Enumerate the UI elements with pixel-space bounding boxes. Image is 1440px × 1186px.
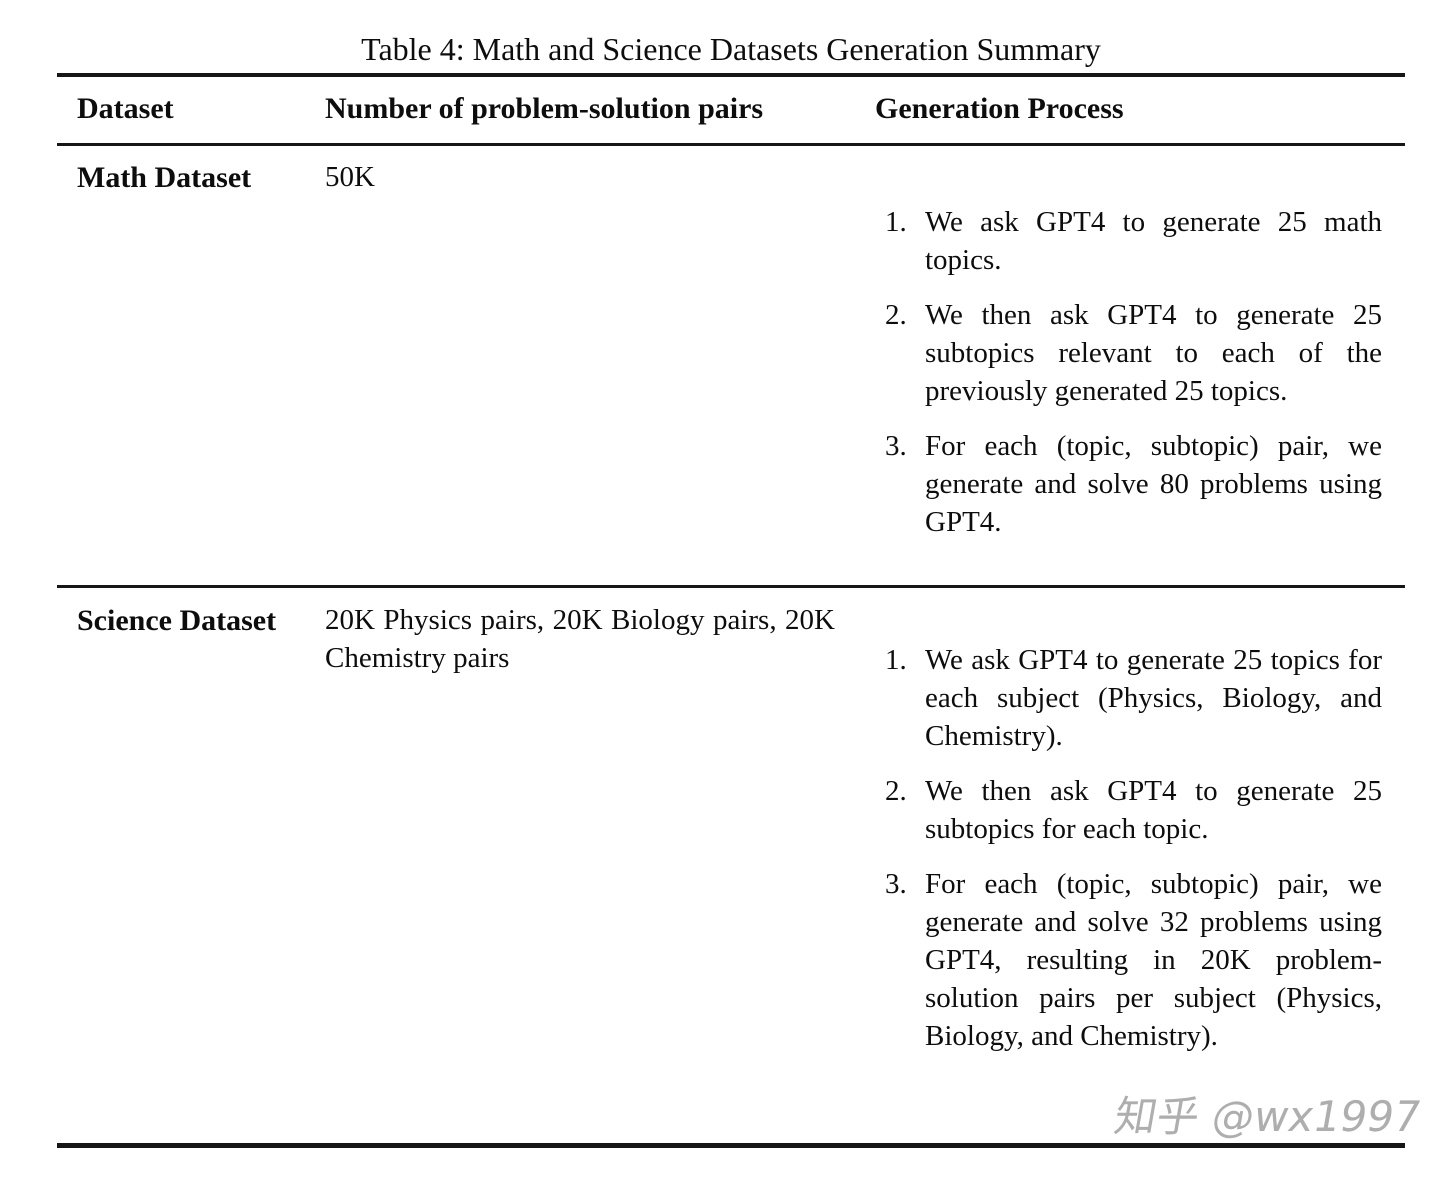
header-divider-rule bbox=[57, 143, 1405, 146]
table-top-rule bbox=[57, 73, 1405, 77]
process-step: We ask GPT4 to generate 25 topics for ea… bbox=[885, 641, 1382, 755]
process-step: For each (topic, subtopic) pair, we gene… bbox=[885, 865, 1382, 1055]
table-header-row: Dataset Number of problem-solution pairs… bbox=[57, 77, 1405, 143]
process-step: We then ask GPT4 to generate 25 subtopic… bbox=[885, 772, 1382, 848]
generation-process-cell: We ask GPT4 to generate 25 math topics. … bbox=[875, 158, 1405, 585]
zhihu-watermark: 知乎 @wx1997 bbox=[1110, 1092, 1425, 1141]
generation-process-cell: We ask GPT4 to generate 25 topics for ea… bbox=[875, 601, 1405, 1143]
process-step: We ask GPT4 to generate 25 math topics. bbox=[885, 203, 1382, 279]
process-list: We ask GPT4 to generate 25 math topics. … bbox=[875, 203, 1405, 541]
column-header-dataset: Dataset bbox=[77, 92, 174, 125]
process-step-text: For each (topic, subtopic) pair, we gene… bbox=[925, 430, 1382, 538]
process-list: We ask GPT4 to generate 25 topics for ea… bbox=[875, 641, 1405, 1055]
table-row-science: Science Dataset 20K Physics pairs, 20K B… bbox=[57, 588, 1405, 1143]
process-step: We then ask GPT4 to generate 25 subtopic… bbox=[885, 296, 1382, 410]
process-step-text: We then ask GPT4 to generate 25 subtopic… bbox=[925, 775, 1382, 845]
process-step-text: We then ask GPT4 to generate 25 subtopic… bbox=[925, 299, 1382, 407]
process-step-text: We ask GPT4 to generate 25 math topics. bbox=[925, 206, 1382, 276]
column-header-pairs: Number of problem-solution pairs bbox=[325, 92, 764, 125]
process-step: For each (topic, subtopic) pair, we gene… bbox=[885, 427, 1382, 541]
pairs-count: 20K Physics pairs, 20K Biology pairs, 20… bbox=[325, 604, 835, 674]
table-row-math: Math Dataset 50K We ask GPT4 to generate… bbox=[57, 146, 1405, 585]
table-caption: Table 4: Math and Science Datasets Gener… bbox=[361, 31, 1101, 67]
table-bottom-rule bbox=[57, 1143, 1405, 1148]
dataset-name: Math Dataset bbox=[77, 161, 252, 194]
pairs-count: 50K bbox=[325, 161, 375, 193]
process-step-text: We ask GPT4 to generate 25 topics for ea… bbox=[925, 644, 1382, 752]
process-step-text: For each (topic, subtopic) pair, we gene… bbox=[925, 868, 1382, 1052]
datasets-table: Dataset Number of problem-solution pairs… bbox=[57, 73, 1405, 1148]
row-divider-rule bbox=[57, 585, 1405, 588]
dataset-name: Science Dataset bbox=[77, 604, 277, 637]
column-header-generation-process: Generation Process bbox=[875, 92, 1124, 125]
